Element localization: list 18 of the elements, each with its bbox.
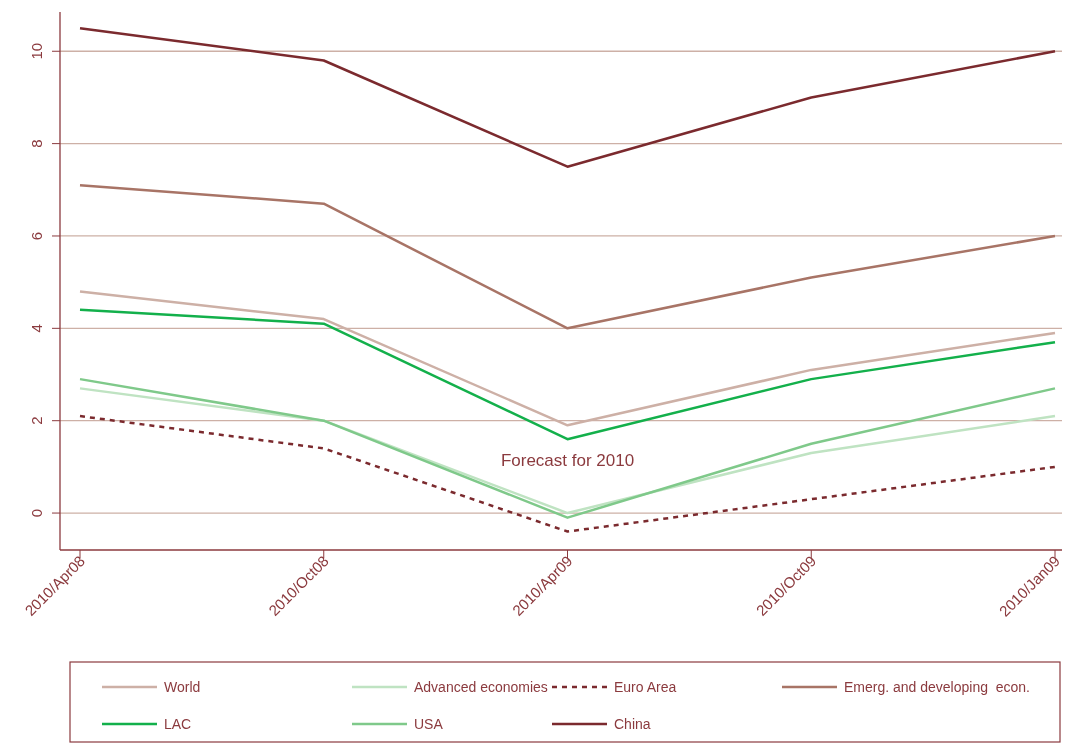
annotation: Forecast for 2010 — [500, 451, 635, 470]
y-tick-label: 4 — [28, 324, 45, 333]
y-tick-label: 8 — [28, 139, 45, 148]
legend-label: Emerg. and developing econ. — [844, 679, 1031, 695]
legend-label: USA — [414, 716, 444, 732]
legend-label: China — [614, 716, 651, 732]
y-tick-label: 2 — [28, 416, 45, 425]
line-series — [78, 308, 1057, 441]
line-series — [78, 183, 1057, 330]
line-series — [78, 414, 1057, 533]
legend-label: LAC — [164, 716, 192, 732]
legend-label: World — [164, 679, 201, 695]
legend-label: Advanced economies — [414, 679, 548, 695]
y-tick-label: 0 — [28, 508, 45, 518]
y-tick-label: 10 — [28, 42, 45, 60]
legend-label: Euro Area — [614, 679, 677, 695]
y-tick-label: 6 — [28, 231, 45, 241]
line-series — [78, 26, 1057, 168]
